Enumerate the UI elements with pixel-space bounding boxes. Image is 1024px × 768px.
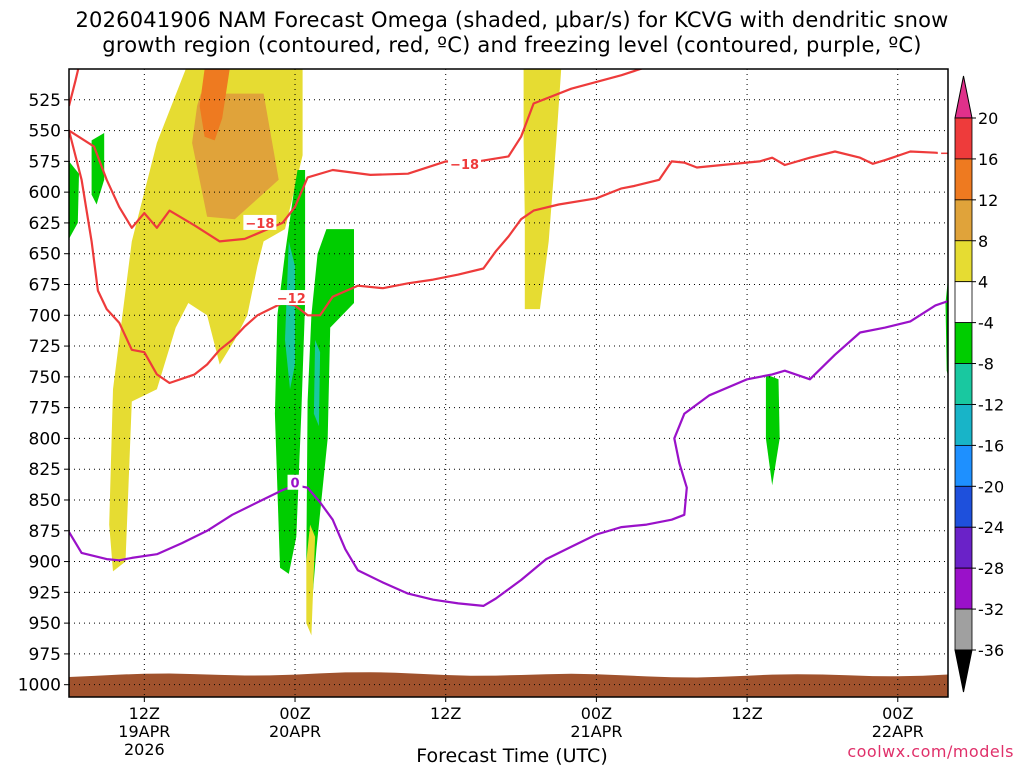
y-tick-label-525: 525 [29, 91, 61, 111]
colorbar-label-2: 12 [978, 191, 998, 210]
omega-region-14 [1016, 69, 1024, 586]
contour-label-4: 0 [291, 477, 300, 492]
contour-label-2: −12 [277, 292, 306, 307]
colorbar-label-0: 20 [978, 109, 998, 128]
colorbar-bin-10 [954, 526, 973, 569]
omega-region-4 [69, 161, 79, 239]
colorbar-label-9: -20 [978, 477, 1004, 496]
y-tick-label-625: 625 [29, 214, 61, 234]
omega-region-10 [306, 524, 316, 636]
contour-label-bg-4 [287, 474, 303, 490]
chart-title-line1: 2026041906 NAM Forecast Omega (shaded, μ… [75, 8, 949, 32]
y-tick-label-875: 875 [29, 522, 61, 542]
colorbar-bin-4 [954, 281, 973, 324]
colorbar-over-triangle [954, 75, 973, 119]
colorbar-bin-12 [954, 608, 973, 651]
contour-label-3: −12 [940, 147, 969, 162]
y-tick-label-675: 675 [29, 275, 61, 295]
red-contour-2 [69, 69, 80, 107]
contour-label-1: −18 [245, 217, 274, 232]
x-tick-label-12-1: 19APR [118, 722, 170, 741]
contour-label-bg-0 [448, 155, 482, 171]
colorbar-bin-3 [954, 240, 973, 283]
colorbar-label-1: 16 [978, 150, 998, 169]
x-tick-label-72-0: 00Z [882, 704, 913, 723]
x-tick-label-12-0: 12Z [129, 704, 160, 723]
x-tick-label-24-1: 20APR [269, 722, 321, 741]
y-tick-label-975: 975 [29, 645, 61, 665]
y-tick-label-925: 925 [29, 583, 61, 603]
y-tick-label-600: 600 [29, 183, 61, 203]
omega-region-3 [199, 69, 230, 141]
colorbar-label-11: -28 [978, 559, 1004, 578]
x-tick-label-72-1: 22APR [872, 722, 924, 741]
colorbar-label-4: 4 [978, 273, 988, 292]
colorbar-under-triangle [954, 649, 973, 693]
y-tick-label-1000: 1000 [18, 676, 61, 696]
colorbar-label-6: -8 [978, 355, 994, 374]
colorbar-bin-2 [954, 199, 973, 242]
colorbar-label-8: -16 [978, 436, 1004, 455]
x-tick-label-60-0: 12Z [731, 704, 762, 723]
terrain-strip [69, 672, 948, 697]
omega-region-11 [765, 374, 780, 486]
x-tick-label-48-1: 21APR [570, 722, 622, 741]
y-tick-label-650: 650 [29, 245, 61, 265]
contour-label-bg-1 [243, 214, 277, 230]
colorbar-bin-11 [954, 567, 973, 610]
contour-label-0: −18 [450, 158, 479, 173]
colorbar-bin-8 [954, 444, 973, 487]
omega-region-1 [523, 69, 562, 310]
x-tick-label-24-0: 00Z [279, 704, 310, 723]
omega-region-8 [306, 229, 354, 611]
red-contour-1 [69, 130, 948, 385]
contour-label-bg-3 [937, 144, 948, 160]
y-tick-label-575: 575 [29, 152, 61, 172]
x-tick-label-48-0: 00Z [581, 704, 612, 723]
colorbar-bin-7 [954, 404, 973, 446]
colorbar-label-3: 8 [978, 232, 988, 251]
colorbar-bin-9 [954, 485, 973, 528]
plot-frame [68, 68, 949, 698]
y-tick-label-900: 900 [29, 553, 61, 573]
y-tick-label-725: 725 [29, 337, 61, 357]
colorbar-bin-0 [954, 117, 973, 160]
y-tick-label-850: 850 [29, 491, 61, 511]
omega-shading-group [69, 69, 1024, 697]
x-tick-label-12-2: 2026 [124, 740, 165, 759]
y-tick-label-775: 775 [29, 399, 61, 419]
y-tick-label-950: 950 [29, 614, 61, 634]
y-tick-label-750: 750 [29, 368, 61, 388]
credit-link[interactable]: coolwx.com/models [847, 742, 1014, 761]
x-axis-title: Forecast Time (UTC) [416, 745, 608, 767]
colorbar-bin-1 [954, 158, 973, 201]
x-tick-label-36-0: 12Z [430, 704, 461, 723]
y-tick-label-700: 700 [29, 306, 61, 326]
omega-region-9 [313, 339, 321, 427]
y-tick-label-825: 825 [29, 460, 61, 480]
colorbar-bin-6 [954, 363, 973, 405]
colorbar-label-12: -32 [978, 600, 1004, 619]
colorbar-label-7: -12 [978, 395, 1004, 414]
y-tick-label-800: 800 [29, 429, 61, 449]
colorbar-label-13: -36 [978, 641, 1004, 660]
colorbar-label-10: -24 [978, 518, 1004, 537]
contour-label-bg-2 [274, 290, 308, 306]
chart-title-line2: growth region (contoured, red, ºC) and f… [102, 33, 922, 57]
contour-group: −18−18−12−1200 [69, 69, 969, 607]
y-tick-label-550: 550 [29, 122, 61, 142]
colorbar-label-5: -4 [978, 314, 994, 333]
colorbar-bin-5 [954, 322, 973, 364]
